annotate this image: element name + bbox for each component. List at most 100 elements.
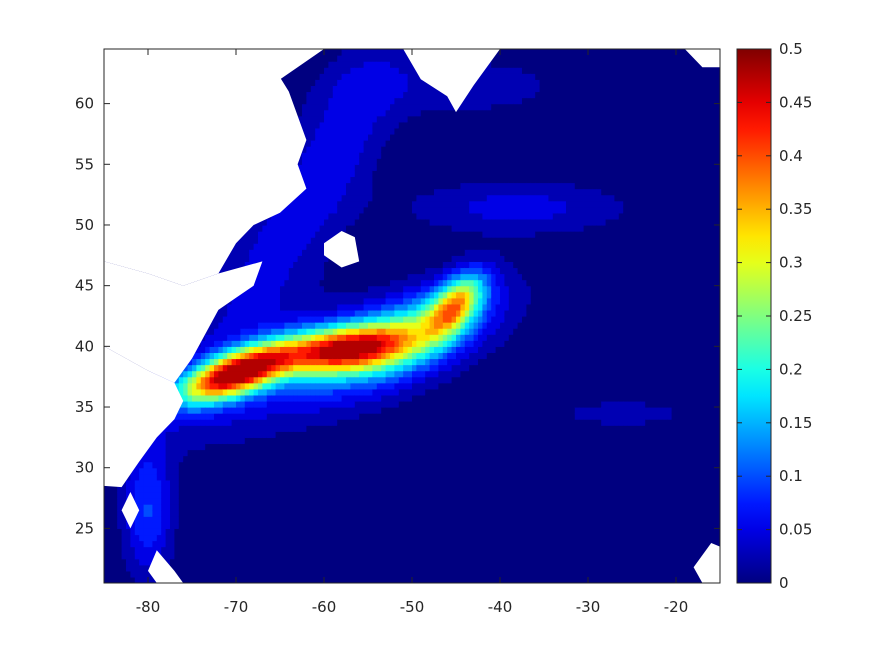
heatmap-cell <box>214 376 219 384</box>
heatmap-cell <box>143 491 149 499</box>
heatmap-cell <box>337 85 343 93</box>
heatmap-cell <box>337 479 343 487</box>
heatmap-cell <box>214 346 219 354</box>
heatmap-cell <box>262 528 268 536</box>
heatmap-cell <box>275 364 281 372</box>
heatmap-cell <box>341 576 347 583</box>
heatmap-cell <box>315 182 321 190</box>
heatmap-cell <box>249 328 255 335</box>
heatmap-cell <box>266 358 272 366</box>
heatmap-cell <box>258 564 263 572</box>
heatmap-cell <box>271 303 277 311</box>
heatmap-cell <box>284 461 290 469</box>
heatmap-cell <box>231 322 237 329</box>
heatmap-cell <box>209 540 215 548</box>
heatmap-cell <box>346 491 351 499</box>
heatmap-cell <box>258 237 263 244</box>
heatmap-cell <box>126 479 131 487</box>
heatmap-cell <box>227 522 233 529</box>
heatmap-cell <box>306 510 312 517</box>
heatmap-cell <box>315 91 321 99</box>
heatmap-cell <box>302 364 307 372</box>
heatmap-cell <box>337 552 343 560</box>
heatmap-cell <box>302 322 307 329</box>
heatmap-cell <box>319 267 325 275</box>
heatmap-cell <box>209 516 215 523</box>
heatmap-cell <box>271 516 277 523</box>
heatmap-cell <box>240 413 246 420</box>
heatmap-cell <box>328 516 334 523</box>
heatmap-cell <box>192 394 197 402</box>
heatmap-cell <box>262 534 268 542</box>
heatmap-cell <box>293 552 299 560</box>
heatmap-cell <box>337 267 343 275</box>
heatmap-cell <box>284 449 290 457</box>
heatmap-cell <box>332 55 338 62</box>
heatmap-cell <box>104 540 109 548</box>
heatmap-cell <box>214 510 219 517</box>
heatmap-cell <box>275 285 281 293</box>
heatmap-cell <box>227 564 233 572</box>
heatmap-cell <box>302 576 307 583</box>
heatmap-cell <box>302 285 307 293</box>
heatmap-cell <box>108 540 114 548</box>
heatmap-cell <box>288 394 294 402</box>
heatmap-cell <box>134 516 140 523</box>
heatmap-cell <box>319 127 325 135</box>
heatmap-cell <box>244 407 250 414</box>
heatmap-cell <box>253 316 259 323</box>
heatmap-cell <box>231 340 237 347</box>
heatmap-cell <box>205 528 211 536</box>
heatmap-cell <box>187 388 193 396</box>
heatmap-cell <box>244 522 250 529</box>
heatmap-cell <box>205 425 211 432</box>
heatmap-cell <box>249 576 255 583</box>
heatmap-cell <box>112 504 118 511</box>
heatmap-cell <box>231 388 237 396</box>
heatmap-cell <box>231 328 237 335</box>
heatmap-cell <box>319 394 325 402</box>
heatmap-cell <box>337 485 343 493</box>
heatmap-cell <box>244 455 250 463</box>
heatmap-cell <box>271 455 277 463</box>
heatmap-cell <box>112 528 118 536</box>
heatmap-cell <box>350 364 356 372</box>
heatmap-cell <box>178 528 184 536</box>
heatmap-cell <box>244 261 250 269</box>
heatmap-cell <box>319 522 325 529</box>
heatmap-cell <box>319 564 325 572</box>
heatmap-cell <box>315 431 321 438</box>
heatmap-cell <box>346 552 351 560</box>
heatmap-cell <box>183 400 189 408</box>
heatmap-cell <box>337 346 343 354</box>
heatmap-cell <box>249 473 255 481</box>
heatmap-cell <box>350 322 356 329</box>
heatmap-cell <box>332 176 338 184</box>
heatmap-cell <box>214 394 219 402</box>
heatmap-cell <box>328 291 334 299</box>
heatmap-cell <box>214 449 219 457</box>
heatmap-cell <box>200 400 206 408</box>
heatmap-cell <box>192 382 197 390</box>
heatmap-cell <box>258 370 263 378</box>
heatmap-cell <box>337 394 343 402</box>
heatmap-cell <box>222 534 228 542</box>
heatmap-cell <box>306 388 312 396</box>
heatmap-cell <box>266 352 272 360</box>
heatmap-cell <box>328 534 334 542</box>
heatmap-cell <box>315 528 321 536</box>
heatmap-cell <box>117 528 123 536</box>
heatmap-cell <box>156 461 162 469</box>
heatmap-cell <box>130 552 136 560</box>
heatmap-cell <box>205 510 211 517</box>
heatmap-cell <box>262 522 268 529</box>
heatmap-cell <box>174 419 180 426</box>
heatmap-cell <box>266 370 272 378</box>
heatmap-cell <box>302 127 307 135</box>
heatmap-cell <box>262 552 268 560</box>
heatmap-cell <box>293 261 299 269</box>
heatmap-cell <box>315 510 321 517</box>
heatmap-cell <box>341 158 347 165</box>
heatmap-cell <box>324 479 329 487</box>
heatmap-cell <box>346 121 351 129</box>
